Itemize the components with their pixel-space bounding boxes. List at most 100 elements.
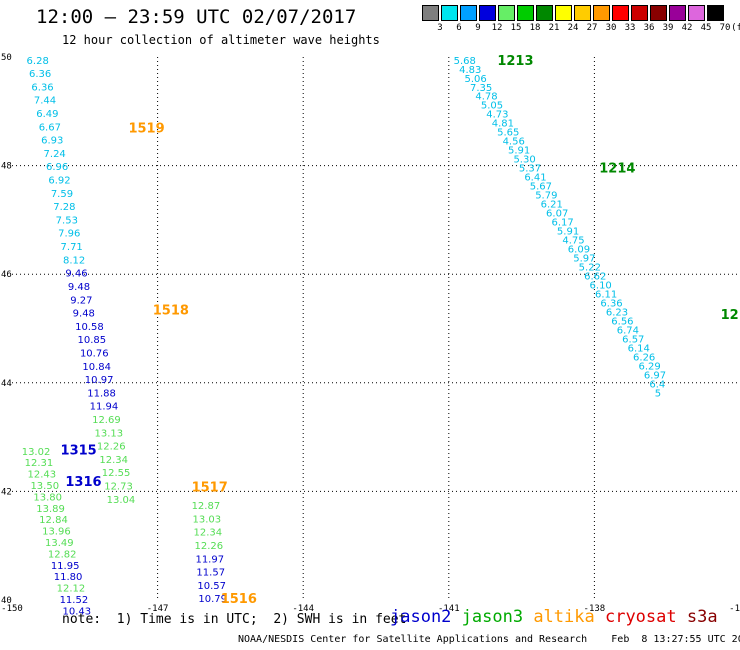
pass-number-label: 1519 — [128, 122, 164, 137]
data-point-label: 6.49 — [36, 109, 58, 120]
data-point-label: 6.07 — [546, 209, 568, 220]
data-point-label: 6.26 — [633, 352, 655, 363]
data-point-label: 7.96 — [58, 229, 80, 240]
data-point-label: 4.75 — [562, 236, 584, 247]
data-point-label: 6.23 — [606, 307, 628, 318]
legend-label: 33 — [624, 23, 636, 33]
legend-label: 3 — [437, 23, 443, 33]
chart-title: 12:00 – 23:59 UTC 02/07/2017 — [36, 6, 357, 28]
data-point-label: 8.12 — [63, 255, 85, 266]
x-tick-label: -135 — [729, 604, 740, 614]
legend-label: 6 — [456, 23, 462, 33]
data-point-label: 11.57 — [196, 568, 225, 579]
data-point-label: 6.28 — [27, 56, 49, 67]
legend-label: 30 — [605, 23, 617, 33]
pass-number-label: 1516 — [221, 592, 257, 607]
data-point-label: 6.92 — [48, 176, 70, 187]
data-point-label: 13.02 — [22, 447, 51, 458]
data-point-label: 10.85 — [78, 335, 107, 346]
x-tick-label: -144 — [292, 604, 314, 614]
data-point-label: 13.13 — [95, 428, 124, 439]
data-point-label: 4.83 — [459, 65, 481, 76]
data-point-label: 5.68 — [454, 56, 476, 67]
data-point-label: 5.65 — [497, 128, 519, 139]
legend-label: 45 — [700, 23, 712, 33]
x-tick-label: -141 — [438, 604, 460, 614]
satellite-name: jason2 — [390, 607, 462, 627]
chart-subtitle: 12 hour collection of altimeter wave hei… — [62, 33, 380, 47]
legend-swatch — [555, 5, 572, 21]
data-point-label: 12.31 — [25, 458, 54, 469]
legend-swatch — [536, 5, 553, 21]
data-point-label: 12.73 — [104, 482, 133, 493]
legend-swatch — [498, 5, 515, 21]
data-point-label: 13.03 — [193, 514, 222, 525]
legend-swatch — [460, 5, 477, 21]
legend-label: 12 — [491, 23, 503, 33]
data-point-label: 12.87 — [192, 501, 221, 512]
y-tick-label: 50 — [1, 53, 12, 63]
data-point-label: 7.24 — [44, 149, 66, 160]
data-point-label: 4.73 — [486, 110, 508, 121]
data-point-label: 4.78 — [475, 92, 497, 103]
data-point-label: 5.37 — [519, 164, 541, 175]
data-point-label: 10.58 — [75, 322, 104, 333]
satellite-legend: jason2 jason3 altika cryosat s3a — [390, 607, 718, 627]
data-point-label: 13.50 — [30, 481, 59, 492]
data-point-label: 7.53 — [56, 215, 78, 226]
pass-number-label: 1518 — [153, 304, 189, 319]
legend-swatch — [688, 5, 705, 21]
data-point-label: 13.49 — [45, 538, 74, 549]
data-point-label: 9.46 — [65, 269, 87, 280]
data-point-label: 9.48 — [68, 282, 90, 293]
y-tick-label: 44 — [1, 379, 12, 389]
credit-line: NOAA/NESDIS Center for Satellite Applica… — [238, 634, 740, 645]
data-point-label: 5.30 — [513, 155, 535, 166]
data-point-label: 12.26 — [97, 442, 126, 453]
data-point-label: 13.96 — [42, 527, 71, 538]
legend-label: 24 — [567, 23, 579, 33]
legend-label: 21 — [548, 23, 560, 33]
data-point-label: 5.97 — [573, 254, 595, 265]
data-point-label: 11.52 — [60, 595, 89, 606]
y-tick-label: 48 — [1, 162, 12, 172]
data-point-label: 12.34 — [194, 528, 223, 539]
data-point-label: 11.88 — [87, 388, 116, 399]
legend-swatch — [574, 5, 591, 21]
data-point-label: 5.91 — [557, 227, 579, 238]
data-point-label: 6.4 — [649, 379, 665, 390]
legend-swatch — [479, 5, 496, 21]
data-point-label: 6.14 — [628, 343, 650, 354]
data-point-label: 5 — [655, 388, 661, 399]
legend-label: 18 — [529, 23, 541, 33]
data-point-label: 13.89 — [36, 504, 65, 515]
satellite-name: jason3 — [461, 607, 534, 627]
legend-swatch — [517, 5, 534, 21]
data-point-label: 12.26 — [194, 541, 223, 552]
data-point-label: 6.41 — [524, 173, 546, 184]
data-point-label: 6.17 — [551, 218, 573, 229]
legend-label: 42 — [681, 23, 693, 33]
data-point-label: 6.97 — [644, 370, 666, 381]
data-point-label: 6.09 — [568, 245, 590, 256]
legend-swatch — [612, 5, 629, 21]
data-point-label: 11.80 — [54, 572, 83, 583]
pass-number-label: 1315 — [61, 444, 97, 459]
footer-note: note: 1) Time is in UTC; 2) SWH is in fe… — [62, 612, 407, 627]
data-point-label: 13.80 — [33, 492, 62, 503]
data-point-label: 7.44 — [34, 96, 56, 107]
data-point-label: 4.56 — [503, 137, 525, 148]
data-point-label: 5.67 — [530, 182, 552, 193]
data-point-label: 4.81 — [492, 119, 514, 130]
pass-number-label: 1214 — [599, 161, 635, 176]
data-point-label: 11.97 — [195, 554, 224, 565]
data-point-label: 12.55 — [102, 468, 131, 479]
data-point-label: 6.57 — [622, 334, 644, 345]
data-point-label: 11.95 — [51, 561, 80, 572]
data-point-label: 10.57 — [197, 581, 226, 592]
legend-swatch — [422, 5, 439, 21]
legend-label: 70 — [719, 23, 731, 33]
y-tick-label: 40 — [1, 596, 12, 606]
